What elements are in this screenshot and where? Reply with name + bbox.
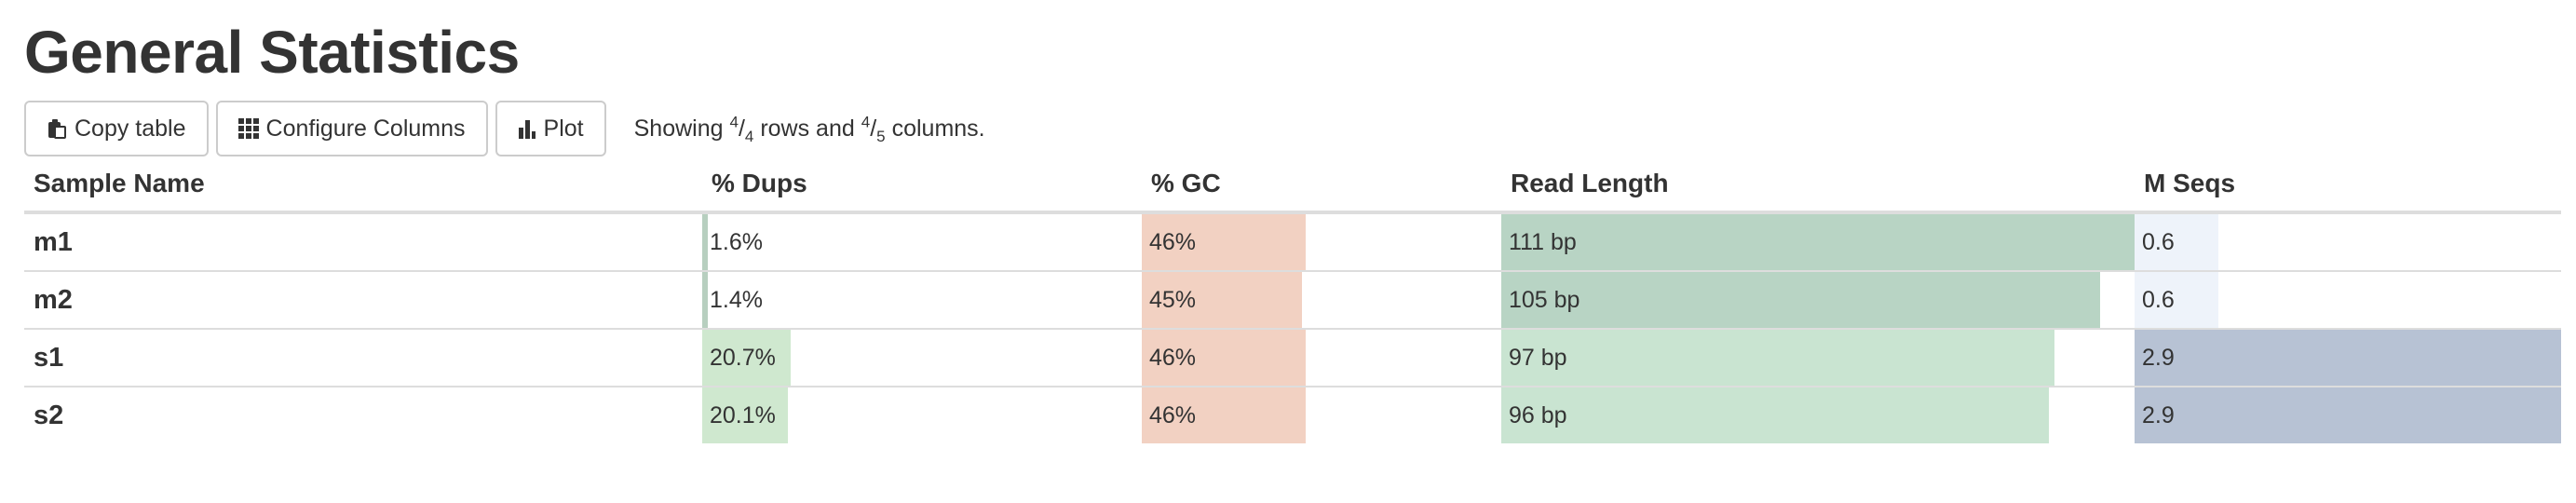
dups-bar — [702, 330, 791, 386]
configure-columns-label: Configure Columns — [265, 115, 466, 142]
readlen-value: 111 bp — [1509, 229, 1577, 255]
header-m-seqs[interactable]: M Seqs — [2135, 156, 2561, 214]
gc-value: 46% — [1149, 402, 1197, 428]
gc-bar — [1142, 272, 1302, 328]
dups-bar — [702, 387, 788, 443]
dups-value: 1.4% — [710, 287, 763, 313]
header-gc[interactable]: % GC — [1142, 156, 1501, 214]
gc-bar — [1142, 214, 1306, 270]
bar-chart-icon — [518, 118, 536, 139]
gc-bar — [1142, 330, 1306, 386]
columns-fraction: 4/5 — [861, 113, 886, 145]
dups-cell: 1.6% — [702, 211, 1142, 271]
mseqs-value: 0.6 — [2142, 229, 2175, 255]
table-row: m1 1.6% 46% 111 bp 0.6 — [24, 211, 2561, 271]
dups-value: 20.7% — [710, 345, 776, 371]
readlen-cell: 96 bp — [1501, 386, 2135, 443]
copy-table-button[interactable]: Copy table — [24, 101, 209, 156]
dups-bar — [702, 272, 708, 328]
table-header-row: Sample Name % Dups % GC Read Length M Se… — [24, 156, 2561, 214]
header-read-length[interactable]: Read Length — [1501, 156, 2135, 214]
rows-fraction: 4/4 — [729, 113, 754, 145]
dups-cell: 20.1% — [702, 386, 1142, 443]
mseqs-bar — [2135, 272, 2218, 328]
sample-name-cell: s2 — [24, 386, 702, 443]
readlen-value: 96 bp — [1509, 402, 1567, 428]
gc-bar — [1142, 387, 1306, 443]
readlen-bar — [1501, 272, 2100, 328]
dups-cell: 20.7% — [702, 328, 1142, 387]
gc-cell: 46% — [1142, 211, 1501, 271]
table-row: s2 20.1% 46% 96 bp 2.9 — [24, 386, 2561, 443]
gc-cell: 46% — [1142, 386, 1501, 443]
gc-cell: 45% — [1142, 270, 1501, 329]
readlen-bar — [1501, 214, 2135, 270]
readlen-value: 97 bp — [1509, 345, 1567, 371]
configure-columns-button[interactable]: Configure Columns — [215, 101, 488, 156]
table-toolbar: Copy table Configure Columns — [24, 101, 985, 156]
readlen-cell: 111 bp — [1501, 211, 2135, 271]
mseqs-bar — [2135, 387, 2561, 443]
copy-table-label: Copy table — [75, 115, 186, 142]
mseqs-cell: 0.6 — [2135, 270, 2561, 329]
table-row: m2 1.4% 45% 105 bp 0.6 — [24, 270, 2561, 329]
dups-bar — [702, 214, 708, 270]
dups-cell: 1.4% — [702, 270, 1142, 329]
page-title: General Statistics — [24, 19, 520, 86]
gc-value: 45% — [1149, 287, 1197, 313]
mseqs-cell: 2.9 — [2135, 386, 2561, 443]
plot-label: Plot — [543, 115, 584, 142]
table-status-text: Showing 4/4 rows and 4/5 columns. — [633, 113, 985, 145]
plot-button[interactable]: Plot — [495, 101, 606, 156]
readlen-bar — [1501, 387, 2049, 443]
readlen-value: 105 bp — [1509, 287, 1580, 313]
clipboard-icon — [47, 117, 67, 140]
dups-value: 1.6% — [710, 229, 763, 255]
mseqs-bar — [2135, 214, 2218, 270]
gc-value: 46% — [1149, 345, 1197, 371]
mseqs-cell: 2.9 — [2135, 328, 2561, 387]
mseqs-value: 0.6 — [2142, 287, 2175, 313]
mseqs-value: 2.9 — [2142, 345, 2175, 371]
table-row: s1 20.7% 46% 97 bp 2.9 — [24, 328, 2561, 387]
mseqs-bar — [2135, 330, 2561, 386]
dups-value: 20.1% — [710, 402, 776, 428]
sample-name-cell: s1 — [24, 328, 702, 387]
gc-cell: 46% — [1142, 328, 1501, 387]
readlen-bar — [1501, 330, 2054, 386]
sample-name-cell: m2 — [24, 270, 702, 329]
general-stats-table: Sample Name % Dups % GC Read Length M Se… — [24, 156, 2561, 443]
sample-name-cell: m1 — [24, 211, 702, 271]
mseqs-cell: 0.6 — [2135, 211, 2561, 271]
header-dups[interactable]: % Dups — [702, 156, 1142, 214]
grid-icon — [237, 118, 259, 139]
readlen-cell: 97 bp — [1501, 328, 2135, 387]
gc-value: 46% — [1149, 229, 1197, 255]
mseqs-value: 2.9 — [2142, 402, 2175, 428]
readlen-cell: 105 bp — [1501, 270, 2135, 329]
header-sample-name[interactable]: Sample Name — [24, 156, 702, 214]
